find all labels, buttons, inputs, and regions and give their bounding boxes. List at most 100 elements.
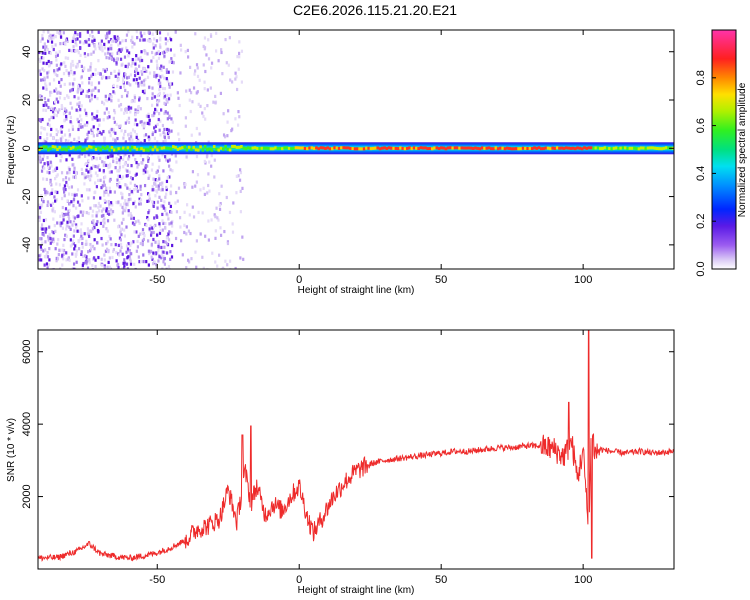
spectrogram-noise-cell [100, 186, 103, 190]
spectrogram-ridge-cell [38, 148, 41, 152]
spectrogram-noise-cell [208, 160, 211, 164]
spectrogram-noise-cell [122, 157, 125, 161]
spectrogram-noise-cell [226, 134, 229, 138]
spectrogram-noise-cell [237, 174, 240, 178]
spectrogram-noise-cell [114, 138, 117, 142]
spectrogram-noise-cell [91, 263, 94, 268]
spectrogram-ridge-cell [42, 145, 46, 149]
spectrogram-noise-cell [214, 94, 217, 99]
spectrogram-noise-cell [68, 167, 71, 172]
spectrogram-noise-cell [54, 87, 58, 91]
spectrogram-ridge-cell [94, 147, 98, 151]
spectrogram-noise-cell [143, 89, 146, 93]
spectrogram-noise-cell [52, 206, 55, 211]
spectrogram-noise-cell [161, 219, 164, 223]
spectrogram-noise-cell [152, 251, 155, 255]
spectrogram-noise-cell [94, 116, 97, 120]
spectrogram-noise-cell [78, 104, 81, 108]
spectrogram-noise-cell [40, 258, 43, 262]
spectrogram-ridge-cell [349, 146, 352, 150]
spectrogram-noise-cell [159, 119, 162, 123]
spectrogram-noise-cell [59, 42, 62, 46]
spectrogram-noise-cell [166, 131, 170, 136]
spectrogram-noise-cell [147, 114, 150, 119]
spectrogram-noise-cell [170, 117, 173, 121]
spectrogram-ridge-cell [628, 146, 632, 150]
spectrogram-noise-cell [56, 73, 59, 78]
spectrogram-noise-cell [164, 155, 167, 159]
spectrogram-noise-cell [143, 91, 146, 95]
spectrogram-noise-cell [177, 96, 180, 100]
spectrogram-noise-cell [191, 170, 195, 174]
spectrogram-noise-cell [38, 50, 41, 55]
spectrogram-noise-cell [112, 116, 115, 120]
spectrogram-ridge-cell [583, 146, 586, 150]
spectrogram-noise-cell [228, 259, 232, 263]
spectrogram-noise-cell [164, 37, 167, 41]
spectrogram-ridge-cell [537, 146, 541, 150]
spectrogram-ridge-cell [435, 146, 439, 150]
spectrogram-ridge-cell [635, 147, 638, 151]
spectrogram-ridge-cell [444, 147, 448, 151]
spectrogram-noise-cell [86, 43, 90, 47]
spectrogram-noise-cell [49, 180, 52, 184]
spectrogram-noise-cell [163, 127, 166, 132]
spectrogram-noise-cell [119, 238, 123, 242]
spectrogram-noise-cell [61, 263, 64, 267]
spectrogram-noise-cell [146, 192, 150, 196]
spectrogram-ridge-cell [544, 146, 548, 150]
spectrogram-ridge-cell [283, 146, 286, 150]
spectrogram-ridge-cell [260, 146, 264, 150]
spectrogram-noise-cell [57, 90, 60, 94]
spectrogram-noise-cell [112, 83, 115, 88]
spectrogram-noise-cell [61, 221, 64, 225]
spectrogram-noise-cell [140, 80, 143, 84]
spectrogram-noise-cell [88, 188, 91, 192]
spectrogram-noise-cell [162, 140, 165, 144]
spectrogram-noise-cell [126, 91, 129, 95]
spectrogram-noise-cell [100, 132, 103, 136]
spectrogram-noise-cell [134, 205, 137, 209]
spectrogram-noise-cell [207, 219, 210, 223]
spectrogram-noise-cell [157, 244, 160, 249]
spectrogram-noise-cell [163, 54, 166, 58]
spectrogram-noise-cell [39, 152, 42, 157]
spectrogram-noise-cell [160, 68, 163, 72]
spectrogram-noise-cell [98, 168, 101, 172]
spectrogram-noise-cell [47, 165, 50, 169]
spectrogram-noise-cell [155, 73, 158, 78]
spectrogram-noise-cell [110, 212, 113, 216]
spectrogram-noise-cell [127, 242, 130, 246]
spectrogram-noise-cell [136, 165, 139, 169]
spectrogram-noise-cell [236, 123, 240, 127]
spectrogram-noise-cell [51, 230, 54, 234]
spectrogram-noise-cell [157, 187, 160, 191]
spectrogram-ridge-cell [281, 147, 284, 151]
spectrogram-ridge-cell [115, 148, 118, 152]
spectrogram-noise-cell [38, 69, 41, 73]
spectrogram-noise-cell [73, 77, 76, 81]
spectrogram-noise-cell [139, 31, 142, 35]
spectrogram-noise-cell [126, 119, 129, 123]
spectrogram-noise-cell [71, 39, 74, 43]
spectrogram-noise-cell [79, 46, 82, 51]
spectrogram-noise-cell [112, 57, 115, 61]
spectrogram-noise-cell [210, 218, 213, 222]
spectrogram-noise-cell [103, 264, 106, 268]
spectrogram-noise-cell [75, 65, 78, 69]
spectrogram-noise-cell [112, 247, 116, 252]
spectrogram-noise-cell [156, 63, 159, 67]
spectrogram-noise-cell [129, 181, 132, 185]
spectrogram-ridge-cell [342, 146, 345, 150]
spectrogram-noise-cell [104, 94, 107, 98]
spectrogram-noise-cell [190, 257, 193, 261]
spectrogram-noise-cell [72, 63, 75, 67]
spectrogram-noise-cell [148, 39, 152, 43]
spectrogram-noise-cell [166, 175, 169, 180]
spectrogram-noise-cell [127, 62, 130, 66]
spectrogram-noise-cell [122, 132, 126, 136]
spectrogram-noise-cell [126, 81, 129, 85]
spectrogram-noise-cell [39, 136, 42, 140]
spectrogram-noise-cell [44, 47, 47, 52]
